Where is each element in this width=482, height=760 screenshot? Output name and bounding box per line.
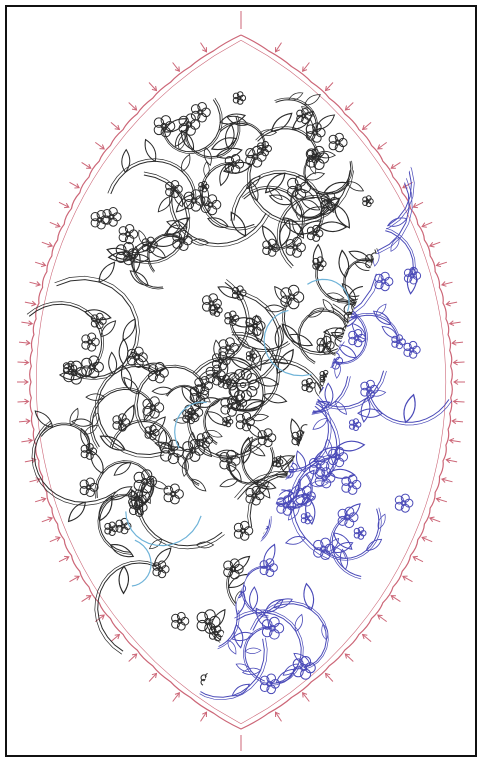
cyan-accent-scrolls: [125, 278, 350, 587]
image-frame: [5, 5, 477, 757]
scalloped-border-icon: [29, 34, 453, 730]
arabesque-medallion-icon: [17, 11, 465, 751]
blue-floral-scrolls: [175, 30, 453, 701]
border-tick-marks: [17, 11, 465, 751]
rosette-icon: [226, 369, 260, 401]
